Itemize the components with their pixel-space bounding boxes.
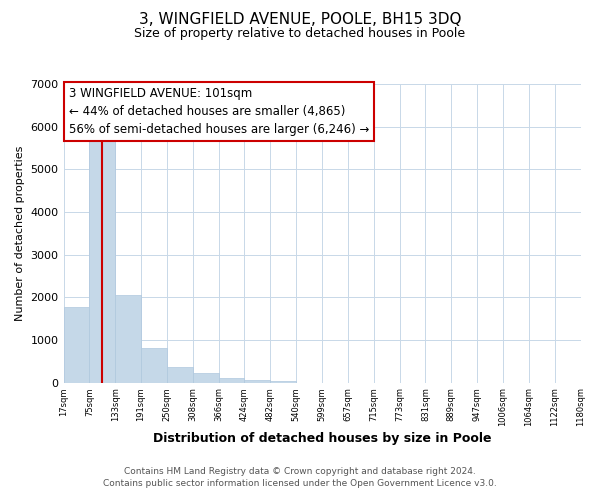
Y-axis label: Number of detached properties: Number of detached properties: [15, 146, 25, 321]
X-axis label: Distribution of detached houses by size in Poole: Distribution of detached houses by size …: [153, 432, 491, 445]
Bar: [218, 378, 244, 382]
Bar: [141, 348, 167, 382]
Bar: [167, 367, 193, 382]
Text: 3 WINGFIELD AVENUE: 101sqm
← 44% of detached houses are smaller (4,865)
56% of s: 3 WINGFIELD AVENUE: 101sqm ← 44% of deta…: [69, 87, 369, 136]
Bar: [115, 294, 141, 382]
Bar: [89, 136, 115, 382]
Text: Contains HM Land Registry data © Crown copyright and database right 2024.
Contai: Contains HM Land Registry data © Crown c…: [103, 466, 497, 487]
Bar: [193, 373, 218, 382]
Bar: [244, 380, 271, 382]
Text: Size of property relative to detached houses in Poole: Size of property relative to detached ho…: [134, 28, 466, 40]
Bar: [64, 306, 89, 382]
Text: 3, WINGFIELD AVENUE, POOLE, BH15 3DQ: 3, WINGFIELD AVENUE, POOLE, BH15 3DQ: [139, 12, 461, 28]
